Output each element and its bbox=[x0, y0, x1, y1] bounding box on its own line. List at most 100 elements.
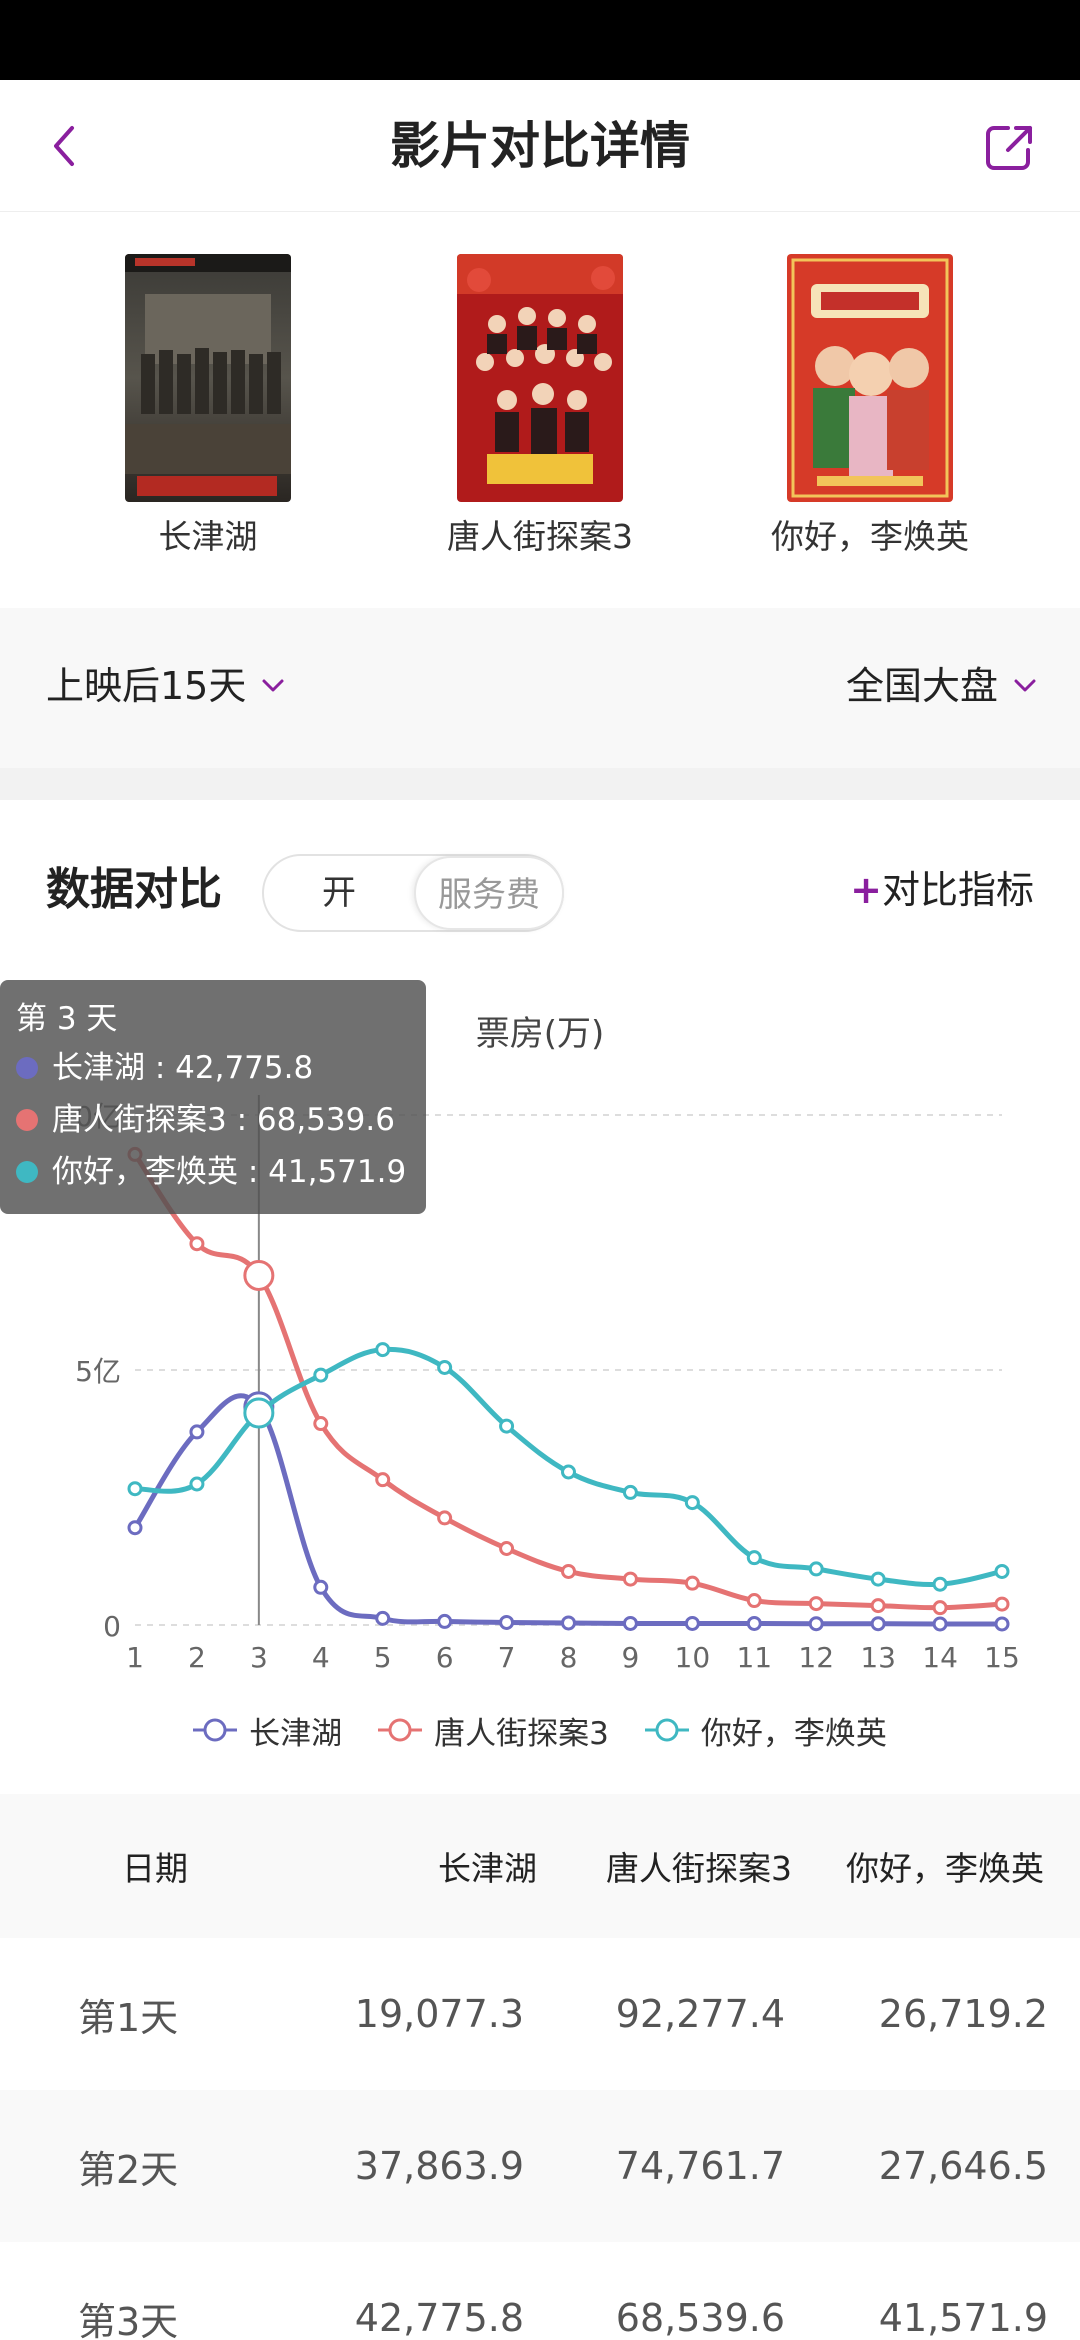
table-header: 日期 长津湖 唐人街探案3 你好，李焕英 bbox=[0, 1794, 1080, 1938]
legend-item-nihao[interactable]: 你好，李焕英 bbox=[644, 1708, 887, 1753]
days-filter[interactable]: 上映后15天 bbox=[46, 656, 288, 716]
chevron-down-icon bbox=[1014, 679, 1036, 692]
movie-poster-2 bbox=[457, 254, 623, 502]
page-title: 影片对比详情 bbox=[390, 117, 690, 175]
row-value: 26,719.2 bbox=[878, 1992, 1048, 2036]
data-point bbox=[684, 1495, 700, 1511]
x-tick-label: 12 bbox=[798, 1641, 834, 1674]
share-button[interactable] bbox=[980, 118, 1040, 178]
chevron-down-icon bbox=[262, 679, 284, 692]
header-movie-3: 你好，李焕英 bbox=[846, 1849, 1044, 1888]
legend-marker-icon bbox=[193, 1718, 238, 1742]
x-tick-label: 8 bbox=[560, 1641, 578, 1674]
legend-label: 唐人街探案3 bbox=[434, 1715, 609, 1752]
data-point bbox=[313, 1579, 329, 1595]
data-point bbox=[932, 1576, 948, 1592]
data-point bbox=[622, 1484, 638, 1500]
compare-title: 数据对比 bbox=[46, 864, 222, 915]
data-point bbox=[808, 1616, 824, 1632]
movie-poster-1 bbox=[125, 254, 291, 502]
data-point bbox=[313, 1416, 329, 1432]
movie-card-1[interactable]: 长津湖 bbox=[58, 254, 358, 560]
tooltip-row: 长津湖 : 42,775.8 bbox=[16, 1042, 410, 1094]
movie-poster-3 bbox=[787, 254, 953, 502]
table-row: 第1天 19,077.3 92,277.4 26,719.2 bbox=[0, 1938, 1080, 2090]
nav-bar: 影片对比详情 bbox=[0, 80, 1080, 212]
data-point bbox=[622, 1571, 638, 1587]
data-point bbox=[808, 1596, 824, 1612]
chart-tooltip: 第 3 天 长津湖 : 42,775.8 唐人街探案3 : 68,539.6 你… bbox=[0, 980, 426, 1214]
tooltip-row: 唐人街探案3 : 68,539.6 bbox=[16, 1094, 410, 1146]
row-value: 37,863.9 bbox=[354, 2144, 524, 2188]
data-point bbox=[375, 1342, 391, 1358]
header-movie-1: 长津湖 bbox=[438, 1849, 537, 1888]
x-tick-label: 14 bbox=[922, 1641, 958, 1674]
data-point bbox=[437, 1510, 453, 1526]
row-date: 第1天 bbox=[78, 1995, 179, 2040]
data-point bbox=[561, 1615, 576, 1631]
data-point bbox=[994, 1563, 1010, 1579]
service-fee-toggle[interactable]: 开 服务费 bbox=[262, 854, 564, 932]
x-tick-label: 13 bbox=[860, 1641, 896, 1674]
legend-item-changjinhu[interactable]: 长津湖 bbox=[193, 1708, 342, 1753]
data-point bbox=[189, 1476, 205, 1492]
x-tick-label: 11 bbox=[736, 1641, 772, 1674]
row-value: 92,277.4 bbox=[615, 1992, 785, 2036]
row-value: 41,571.9 bbox=[878, 2296, 1048, 2340]
data-point bbox=[684, 1575, 700, 1591]
legend-item-tangrenjie[interactable]: 唐人街探案3 bbox=[378, 1708, 609, 1753]
movie-card-2[interactable]: 唐人街探案3 bbox=[390, 254, 690, 560]
series-line-2 bbox=[132, 1152, 1003, 1611]
data-point bbox=[243, 1259, 275, 1291]
y-tick-label: 0 bbox=[103, 1610, 121, 1643]
toggle-knob[interactable]: 服务费 bbox=[414, 856, 564, 930]
data-point bbox=[932, 1600, 948, 1616]
header-movie-2: 唐人街探案3 bbox=[606, 1849, 792, 1888]
series-dot bbox=[16, 1161, 38, 1183]
data-point bbox=[932, 1616, 948, 1632]
x-tick-label: 6 bbox=[436, 1641, 454, 1674]
tooltip-row: 你好，李焕英 : 41,571.9 bbox=[16, 1146, 410, 1198]
data-point bbox=[561, 1464, 576, 1480]
region-filter[interactable]: 全国大盘 bbox=[846, 656, 1040, 716]
series-dot bbox=[16, 1057, 38, 1079]
chevron-left-icon bbox=[54, 126, 74, 166]
back-button[interactable] bbox=[36, 116, 96, 176]
x-tick-label: 10 bbox=[675, 1641, 711, 1674]
table-row: 第2天 37,863.9 74,761.7 27,646.5 bbox=[0, 2090, 1080, 2242]
plus-icon: + bbox=[850, 868, 882, 912]
data-point bbox=[437, 1359, 453, 1375]
movie-card-3[interactable]: 你好，李焕英 bbox=[720, 254, 1020, 560]
data-point bbox=[243, 1397, 275, 1429]
add-metric-button[interactable]: +对比指标 bbox=[850, 862, 1034, 918]
x-tick-label: 2 bbox=[188, 1641, 206, 1674]
data-point bbox=[375, 1472, 391, 1488]
row-date: 第2天 bbox=[78, 2147, 179, 2192]
data-point bbox=[684, 1615, 700, 1631]
filter-bar: 上映后15天 全国大盘 bbox=[0, 608, 1080, 768]
movie-list: 长津湖 唐人街探案3 bbox=[0, 212, 1080, 608]
row-value: 42,775.8 bbox=[354, 2296, 524, 2340]
data-point bbox=[746, 1593, 762, 1609]
share-icon bbox=[986, 126, 1032, 170]
data-point bbox=[994, 1616, 1010, 1632]
data-point bbox=[189, 1236, 205, 1252]
section-divider bbox=[0, 768, 1080, 800]
row-date: 第3天 bbox=[78, 2299, 179, 2340]
region-filter-label: 全国大盘 bbox=[845, 664, 998, 708]
data-point bbox=[189, 1424, 205, 1440]
compare-header: 数据对比 开 服务费 +对比指标 bbox=[0, 800, 1080, 980]
x-tick-label: 4 bbox=[312, 1641, 330, 1674]
data-point bbox=[561, 1563, 576, 1579]
tooltip-row-label: 你好，李焕英 : 41,571.9 bbox=[52, 1154, 407, 1190]
x-tick-label: 3 bbox=[250, 1641, 268, 1674]
legend-label: 你好，李焕英 bbox=[700, 1715, 887, 1752]
data-point bbox=[499, 1541, 515, 1556]
legend-label: 长津湖 bbox=[249, 1715, 343, 1752]
data-point bbox=[313, 1367, 329, 1383]
series-dot bbox=[16, 1109, 38, 1131]
data-point bbox=[870, 1598, 886, 1614]
data-point bbox=[127, 1520, 143, 1536]
data-point bbox=[870, 1571, 886, 1587]
row-value: 27,646.5 bbox=[878, 2144, 1048, 2188]
